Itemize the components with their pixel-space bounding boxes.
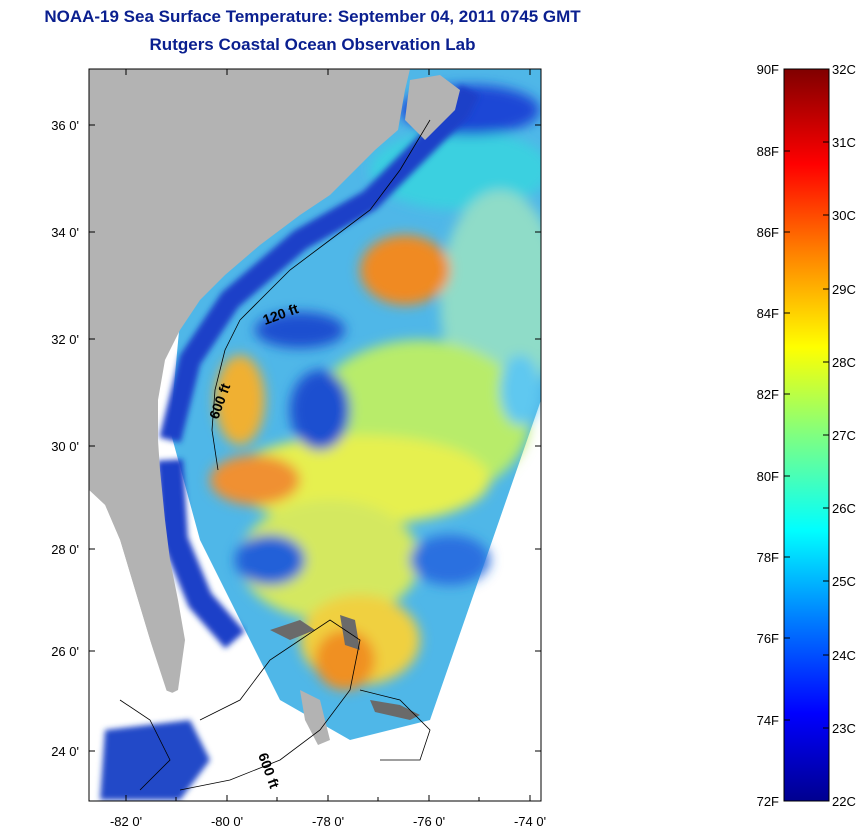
colorbar-c-label: 29C <box>832 282 856 297</box>
land <box>89 69 460 745</box>
nodata-florida-west <box>89 490 178 710</box>
colorbar-c-label: 23C <box>832 721 856 736</box>
colorbar: 90F 88F 86F 84F 82F 80F 78F 76F 74F 72F … <box>757 62 856 809</box>
map-title: NOAA-19 Sea Surface Temperature: Septemb… <box>44 7 581 26</box>
colorbar-c-label: 28C <box>832 355 856 370</box>
colorbar-c-label: 22C <box>832 794 856 809</box>
lon-tick-label: -74 0' <box>514 814 546 829</box>
colorbar-ticks <box>784 141 829 729</box>
lat-tick-label: 36 0' <box>51 118 79 133</box>
land-eleuthera <box>370 700 420 720</box>
land-grand-bahama <box>270 620 315 640</box>
map-subtitle: Rutgers Coastal Ocean Observation Lab <box>149 35 476 54</box>
sst-field <box>100 69 541 800</box>
colorbar-f-label: 72F <box>757 794 779 809</box>
colorbar-f-label: 82F <box>757 387 779 402</box>
map-frame <box>88 68 542 802</box>
colorbar-f-label: 90F <box>757 62 779 77</box>
map-ticks <box>89 69 541 801</box>
colorbar-f-label: 78F <box>757 550 779 565</box>
colorbar-c-label: 27C <box>832 428 856 443</box>
colorbar-c-label: 24C <box>832 648 856 663</box>
colorbar-f-label: 88F <box>757 144 779 159</box>
land-outer-banks <box>405 75 460 140</box>
lat-tick-label: 26 0' <box>51 644 79 659</box>
lon-tick-label: -80 0' <box>211 814 243 829</box>
colorbar-c-label: 30C <box>832 208 856 223</box>
land-mainland <box>89 69 410 695</box>
colorbar-c-label: 25C <box>832 574 856 589</box>
lat-tick-label: 30 0' <box>51 439 79 454</box>
map-area: 120 ft 600 ft 600 ft <box>89 69 541 801</box>
colorbar-gradient <box>783 68 830 802</box>
colorbar-f-label: 76F <box>757 631 779 646</box>
colorbar-f-label: 74F <box>757 713 779 728</box>
lat-tick-label: 34 0' <box>51 225 79 240</box>
colorbar-f-label: 84F <box>757 306 779 321</box>
lat-tick-label: 24 0' <box>51 744 79 759</box>
colorbar-f-label: 86F <box>757 225 779 240</box>
land-abaco <box>340 615 360 650</box>
colorbar-f-label: 80F <box>757 469 779 484</box>
land-andros <box>300 690 330 745</box>
colorbar-c-label: 32C <box>832 62 856 77</box>
lon-tick-label: -82 0' <box>110 814 142 829</box>
bathymetry-contours <box>119 119 431 791</box>
colorbar-c-label: 26C <box>832 501 856 516</box>
lon-tick-label: -76 0' <box>413 814 445 829</box>
lat-tick-label: 32 0' <box>51 332 79 347</box>
colorbar-c-label: 31C <box>832 135 856 150</box>
lat-tick-label: 28 0' <box>51 542 79 557</box>
lon-tick-label: -78 0' <box>312 814 344 829</box>
